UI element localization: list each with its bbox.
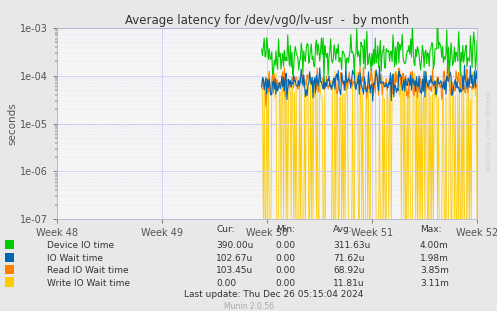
Text: Avg:: Avg: [333, 225, 352, 234]
Text: 0.00: 0.00 [276, 241, 296, 250]
Text: 68.92u: 68.92u [333, 266, 364, 275]
Text: 3.11m: 3.11m [420, 279, 449, 287]
Text: 0.00: 0.00 [276, 254, 296, 262]
Text: 311.63u: 311.63u [333, 241, 370, 250]
Text: 103.45u: 103.45u [216, 266, 253, 275]
Text: 11.81u: 11.81u [333, 279, 365, 287]
Text: Read IO Wait time: Read IO Wait time [47, 266, 129, 275]
Text: Write IO Wait time: Write IO Wait time [47, 279, 130, 287]
Text: 0.00: 0.00 [276, 266, 296, 275]
Title: Average latency for /dev/vg0/lv-usr  -  by month: Average latency for /dev/vg0/lv-usr - by… [125, 14, 409, 27]
Text: Last update: Thu Dec 26 05:15:04 2024: Last update: Thu Dec 26 05:15:04 2024 [184, 290, 363, 299]
Text: Max:: Max: [420, 225, 441, 234]
Text: Min:: Min: [276, 225, 295, 234]
Text: RRDTOOL / TOBI OETIKER: RRDTOOL / TOBI OETIKER [486, 90, 491, 171]
Text: Munin 2.0.56: Munin 2.0.56 [224, 302, 273, 311]
Text: Cur:: Cur: [216, 225, 235, 234]
Text: 4.00m: 4.00m [420, 241, 449, 250]
Text: 0.00: 0.00 [216, 279, 236, 287]
Y-axis label: seconds: seconds [7, 102, 17, 145]
Text: 1.98m: 1.98m [420, 254, 449, 262]
Text: 0.00: 0.00 [276, 279, 296, 287]
Text: 390.00u: 390.00u [216, 241, 253, 250]
Text: 102.67u: 102.67u [216, 254, 253, 262]
Text: 71.62u: 71.62u [333, 254, 364, 262]
Text: IO Wait time: IO Wait time [47, 254, 103, 262]
Text: 3.85m: 3.85m [420, 266, 449, 275]
Text: Device IO time: Device IO time [47, 241, 114, 250]
